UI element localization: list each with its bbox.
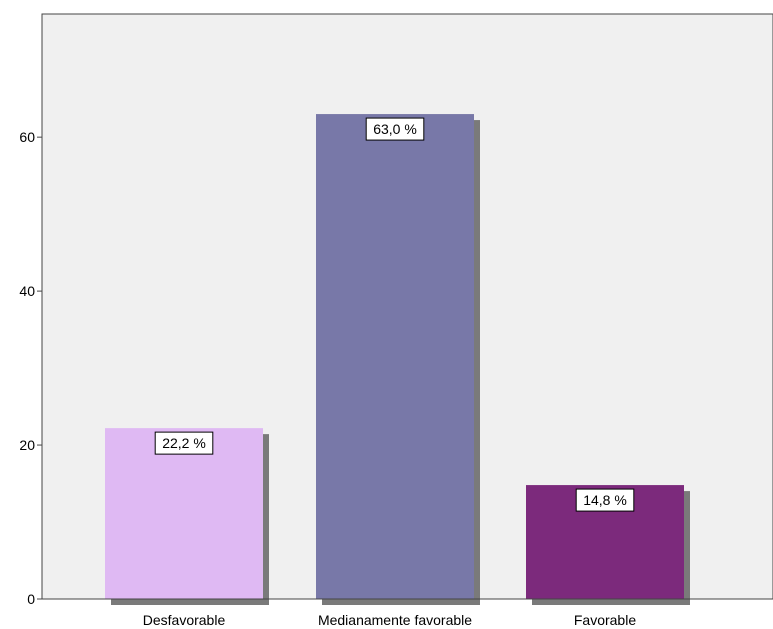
x-tick-label: Medianamente favorable bbox=[318, 612, 472, 628]
data-label-text: 14,8 % bbox=[583, 492, 627, 508]
x-axis-labels: Desfavorable Medianamente favorable Favora… bbox=[143, 612, 637, 628]
y-tick-label: 20 bbox=[19, 437, 35, 453]
y-tick-label: 60 bbox=[19, 129, 35, 145]
data-labels: 22,2 % 63,0 % 14,8 % bbox=[154, 117, 635, 512]
data-label: 63,0 % bbox=[365, 117, 425, 141]
data-label: 22,2 % bbox=[154, 431, 214, 455]
data-label-box bbox=[575, 488, 635, 512]
data-label-text: 63,0 % bbox=[373, 121, 417, 137]
x-tick-label: Favorable bbox=[574, 612, 636, 628]
y-axis-ticks: 0 20 40 60 bbox=[19, 129, 42, 607]
y-tick-label: 40 bbox=[19, 283, 35, 299]
data-label-box bbox=[365, 117, 425, 141]
y-tick-label: 0 bbox=[27, 591, 35, 607]
x-tick-label: Desfavorable bbox=[143, 612, 226, 628]
bar bbox=[105, 428, 263, 599]
data-label-box bbox=[154, 431, 214, 455]
bar bbox=[316, 114, 474, 599]
data-label: 14,8 % bbox=[575, 488, 635, 512]
data-label-text: 22,2 % bbox=[162, 435, 206, 451]
